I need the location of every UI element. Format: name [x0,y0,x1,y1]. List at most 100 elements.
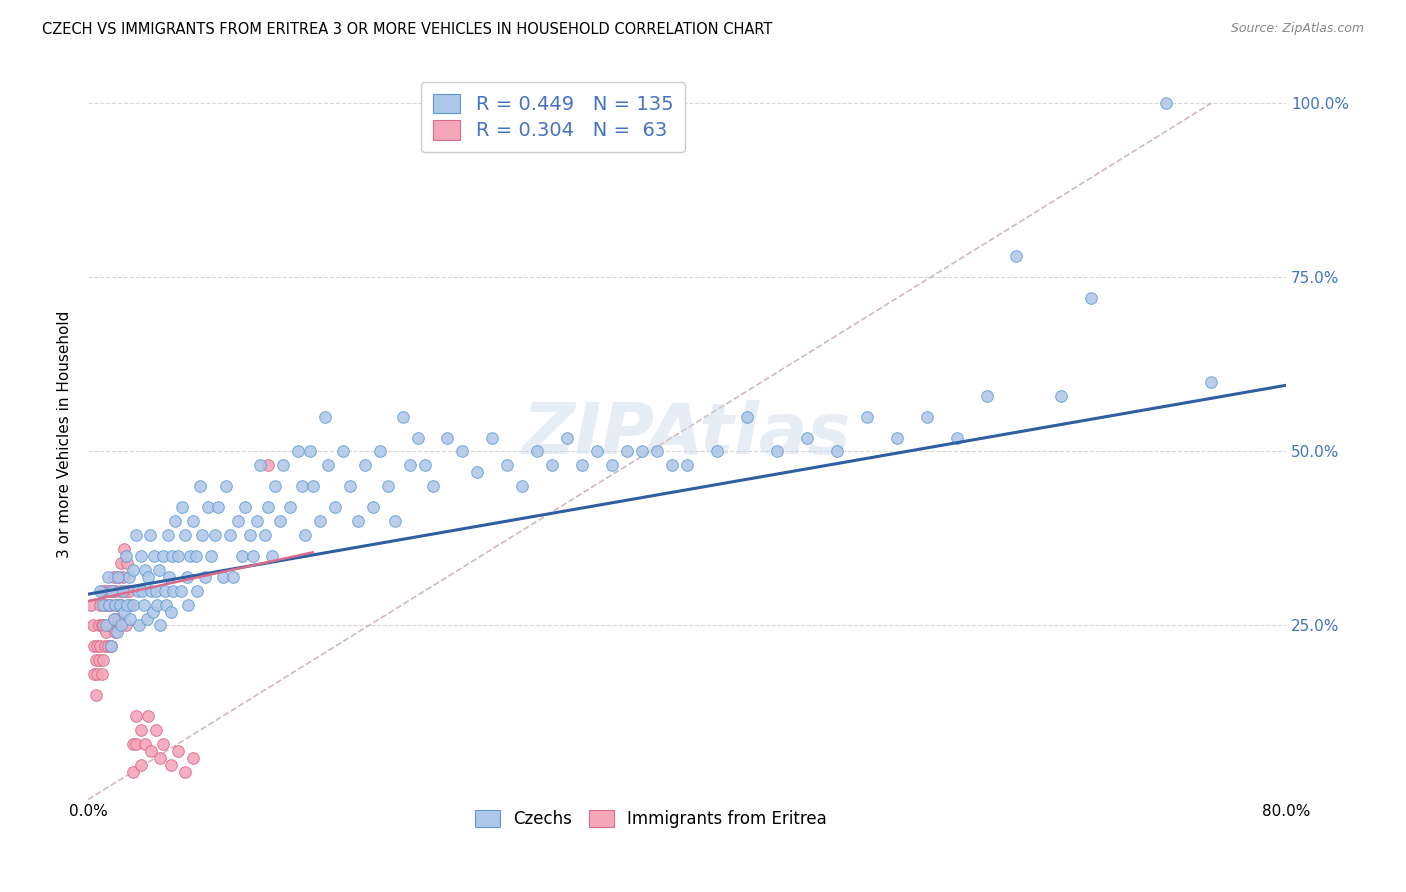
Point [114,618,136,632]
Point [89,583,111,598]
Point [120,598,142,612]
Point [170,583,193,598]
Point [110,556,132,570]
Point [661,458,683,473]
Point [153,583,176,598]
Point [191,528,214,542]
Point [135,611,157,625]
Point [253,528,276,542]
Point [1154,96,1177,111]
Point [129,757,152,772]
Point [104,583,127,598]
Point [179,549,201,563]
Point [162,583,184,598]
Point [129,723,152,737]
Point [422,479,444,493]
Point [152,737,174,751]
Point [181,750,204,764]
Point [122,737,145,751]
Text: ZIPAtlas: ZIPAtlas [523,400,851,468]
Point [174,528,197,542]
Point [262,549,284,563]
Point [676,458,699,473]
Point [160,549,183,563]
Point [976,389,998,403]
Point [197,500,219,515]
Point [600,458,623,473]
Point [146,598,169,612]
Point [107,570,129,584]
Point [103,570,125,584]
Point [176,570,198,584]
Point [1080,291,1102,305]
Point [108,583,131,598]
Point [97,640,120,654]
Point [256,500,278,515]
Point [269,514,291,528]
Point [384,514,406,528]
Point [139,744,162,758]
Point [152,549,174,563]
Point [526,444,548,458]
Point [316,458,339,473]
Point [90,667,112,681]
Point [84,688,107,702]
Point [181,514,204,528]
Point [141,605,163,619]
Point [204,528,226,542]
Point [111,583,134,598]
Point [436,430,458,444]
Point [413,458,436,473]
Point [129,549,152,563]
Point [100,640,122,654]
Point [114,583,136,598]
Point [91,598,114,612]
Point [222,570,245,584]
Point [339,479,361,493]
Point [246,514,269,528]
Point [391,409,413,424]
Point [86,667,108,681]
Point [796,430,818,444]
Point [120,611,142,625]
Point [136,570,159,584]
Point [97,570,120,584]
Point [114,549,136,563]
Point [215,479,238,493]
Point [354,458,377,473]
Point [115,598,138,612]
Point [108,598,131,612]
Point [735,409,758,424]
Point [323,500,346,515]
Point [82,618,104,632]
Point [111,570,134,584]
Point [172,500,194,515]
Point [249,458,271,473]
Legend: Czechs, Immigrants from Eritrea: Czechs, Immigrants from Eritrea [468,804,834,835]
Point [481,430,503,444]
Point [103,611,125,625]
Point [138,528,160,542]
Point [157,570,180,584]
Point [112,541,135,556]
Point [122,563,145,577]
Point [105,625,128,640]
Point [156,528,179,542]
Point [91,618,114,632]
Point [631,444,654,458]
Point [766,444,789,458]
Point [134,737,156,751]
Point [101,583,124,598]
Point [125,737,148,751]
Point [406,430,429,444]
Point [89,598,111,612]
Point [83,640,105,654]
Point [194,570,217,584]
Point [163,514,186,528]
Point [97,598,120,612]
Point [451,444,474,458]
Point [184,549,207,563]
Point [467,465,489,479]
Point [219,528,242,542]
Point [264,479,287,493]
